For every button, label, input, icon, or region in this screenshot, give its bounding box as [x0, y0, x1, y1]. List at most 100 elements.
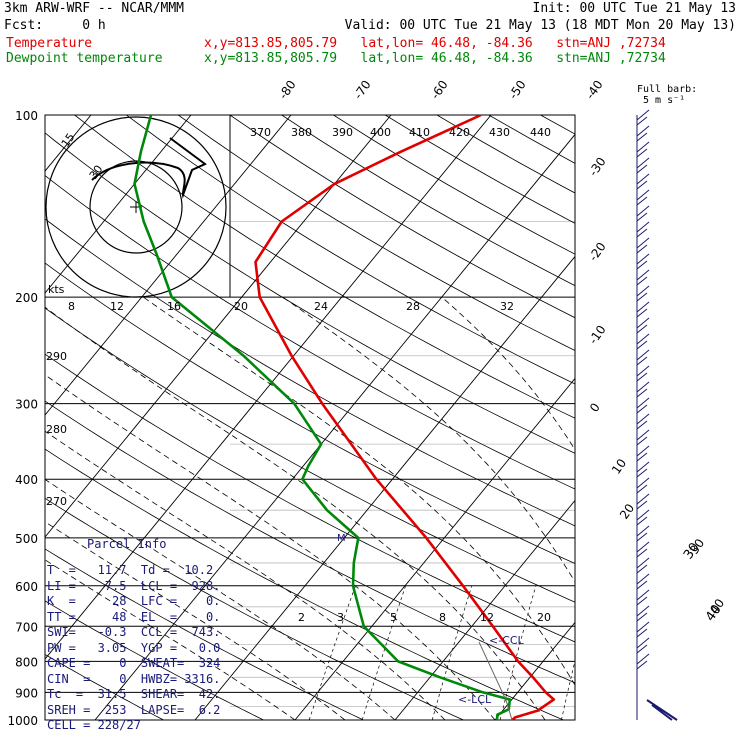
wind-barb	[636, 525, 650, 542]
isotherm-label: -30	[586, 155, 609, 179]
isobar-label: 400	[15, 473, 38, 487]
dry-adiabat-line	[384, 115, 575, 224]
parcel-row: K = 28 LFC = 0.	[47, 594, 221, 608]
parcel-row: SREH = 253 LAPSE= 6.2	[47, 702, 221, 717]
hodograph-ring-label: 15	[59, 131, 78, 150]
theta-label: 410	[409, 126, 430, 139]
isotherm-line	[595, 115, 740, 720]
dry-adiabat-line	[45, 653, 164, 720]
full-barb-units: 5 m s⁻¹	[643, 95, 686, 106]
dry-adiabat-line	[45, 174, 575, 490]
isotherm-label: 10	[609, 456, 629, 477]
mixing-ratio-line	[499, 585, 537, 720]
mixing-ratio-line	[561, 659, 575, 720]
isotherm-line	[394, 499, 575, 720]
parcel-row: CAPE = 0 SWEAT= 324	[47, 656, 221, 670]
parcel-marker-label: M	[337, 533, 346, 544]
theta-label: 400	[370, 126, 391, 139]
isotherm-line	[45, 115, 192, 294]
dry-adiabat-line	[45, 132, 575, 454]
isotherm-label: 20	[617, 501, 637, 522]
mixing-ratio-label: 16	[167, 300, 181, 313]
parcel-row: CELL = 228/27	[47, 718, 141, 732]
wind-barb	[636, 653, 650, 670]
theta-label: 280	[46, 423, 67, 436]
mixing-ratio-label: 32	[500, 300, 514, 313]
isotherm-label: -10	[586, 323, 609, 347]
isobar-label: 300	[15, 398, 38, 412]
isobar-label: 700	[15, 620, 38, 634]
moist-adiabat-line	[45, 374, 496, 720]
wind-barb	[636, 445, 650, 462]
wind-barb	[636, 509, 650, 526]
isotherm-line	[45, 115, 292, 416]
model-title: 3km ARW-WRF -- NCAR/MMM	[4, 1, 185, 16]
full-barb-label: Full barb:	[637, 84, 698, 95]
wind-barb	[636, 317, 650, 334]
wind-barb	[636, 269, 650, 286]
wind-barb	[636, 557, 650, 574]
isotherm-label: 0	[587, 400, 603, 414]
dry-adiabat-line	[45, 600, 264, 720]
isobar-label: 1000	[7, 714, 38, 728]
moist-adiabat-line	[143, 296, 575, 686]
theta-label: 270	[46, 495, 67, 508]
dry-adiabat-line	[177, 115, 575, 351]
theta-label: 390	[332, 126, 353, 139]
wind-barb	[636, 637, 650, 654]
parcel-row: CIN = 0 HWBZ= 3316.	[47, 671, 221, 686]
parcel-row: Tc = 31.5 SHEAR= 42.	[47, 687, 221, 701]
wind-barb	[636, 573, 650, 590]
mixing-ratio-line	[361, 585, 406, 720]
dry-adiabat-line	[45, 400, 575, 684]
mixing-ratio-label: 3	[337, 611, 344, 624]
theta-label: 380	[291, 126, 312, 139]
hodograph-ring	[45, 116, 227, 298]
temperature-trace	[254, 115, 556, 720]
mixing-ratio-label: 24	[314, 300, 328, 313]
isotherm-line	[94, 133, 575, 720]
parcel-row: PW = 3.05 YGP = 0.0	[47, 640, 221, 655]
wind-barb	[636, 397, 650, 414]
dry-adiabat-line	[281, 115, 575, 287]
wind-barb	[636, 141, 650, 158]
wind-barb	[636, 605, 650, 622]
theta-label: 420	[449, 126, 470, 139]
isobar-label: 200	[15, 291, 38, 305]
theta-label: 440	[530, 126, 551, 139]
isobar-label: 900	[15, 686, 38, 700]
mixing-ratio-label: 8	[439, 611, 446, 624]
wind-barb	[646, 699, 678, 721]
dry-adiabat-line	[45, 548, 364, 720]
isobar-label: 500	[15, 532, 38, 546]
wind-barb	[636, 381, 650, 398]
isotherm-label: -20	[586, 240, 609, 264]
dry-adiabat-line	[436, 115, 575, 194]
wind-barb	[636, 365, 650, 382]
wind-barb	[636, 109, 650, 126]
mixing-ratio-label: 8	[68, 300, 75, 313]
moist-adiabat-line	[282, 296, 575, 583]
dry-adiabat-line	[45, 448, 564, 720]
valid-time: Valid: 00 UTC Tue 21 May 13 (18 MDT Mon …	[344, 18, 736, 33]
init-time: Init: 00 UTC Tue 21 May 13	[532, 1, 737, 16]
parcel-row: TT = 48 EL = 0.	[47, 609, 221, 624]
isotherm-label: -50	[506, 78, 529, 102]
wind-barb	[636, 429, 650, 446]
isotherm-label: -60	[428, 78, 451, 102]
mixing-ratio-label: 5	[390, 611, 397, 624]
dry-adiabat-line	[45, 218, 575, 527]
isotherm-label: -80	[276, 78, 299, 102]
mixing-ratio-line	[308, 585, 356, 720]
temperature-legend: Temperature	[6, 36, 93, 51]
dry-adiabat-line	[126, 115, 575, 385]
isotherm-label: -40	[583, 78, 606, 102]
isotherm-line	[45, 115, 392, 538]
wind-barb	[636, 221, 650, 238]
plot-frame	[44, 114, 576, 721]
wind-barb	[636, 237, 650, 254]
isotherm-line	[194, 255, 575, 720]
mixing-ratio-label: 20	[537, 611, 551, 624]
parcel-row: SWI= -0.3 CCL = 743.	[47, 625, 221, 639]
mixing-ratio-label: 20	[234, 300, 248, 313]
